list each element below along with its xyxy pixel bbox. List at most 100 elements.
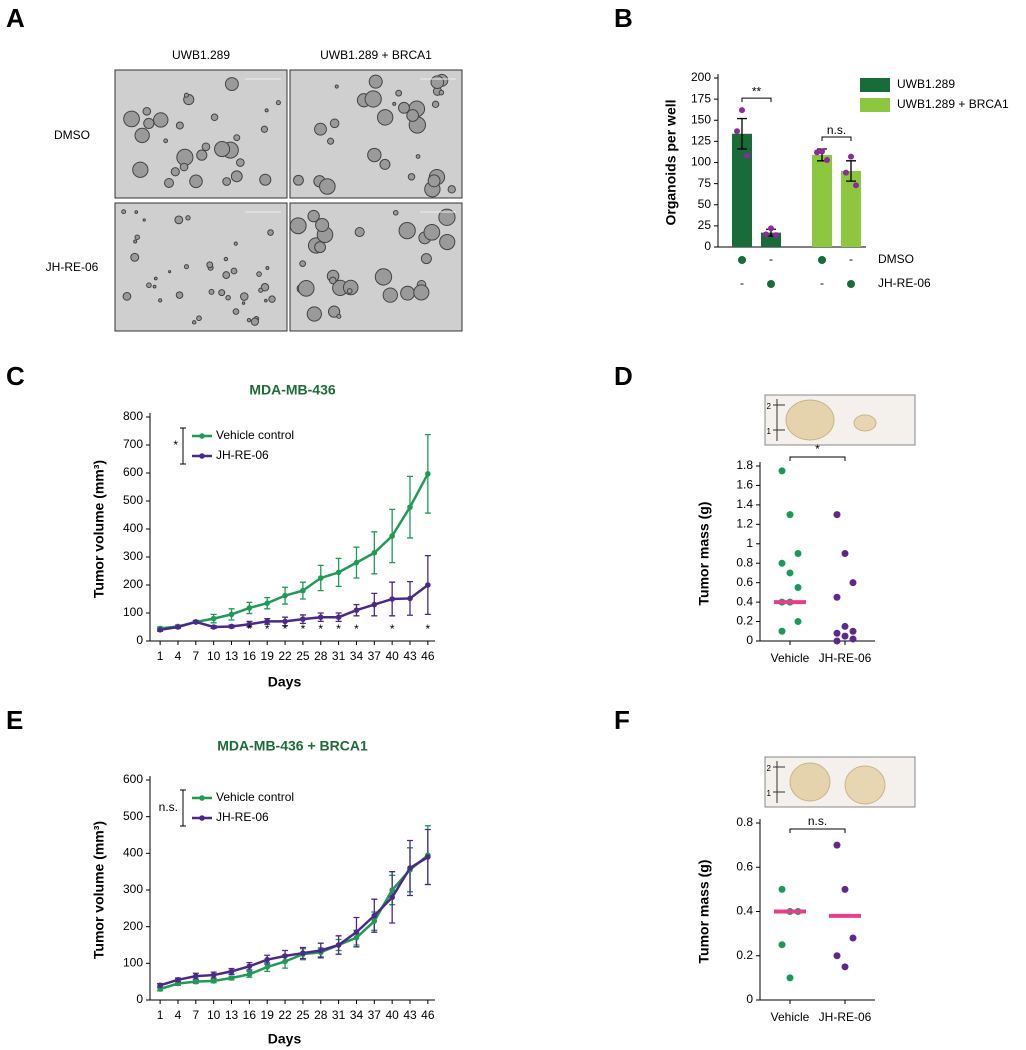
x-tick-label: 7 [192, 649, 199, 663]
row-label: JH-RE-06 [46, 260, 99, 274]
data-point [833, 952, 841, 960]
organoid [315, 217, 330, 233]
data-point [353, 559, 360, 566]
x-tick-label: 1 [157, 649, 164, 663]
data-point [848, 153, 854, 160]
data-point [317, 614, 324, 620]
data-point [794, 618, 802, 626]
y-tick-label: 0.2 [736, 614, 753, 628]
organoid [379, 158, 391, 170]
organoid [152, 284, 157, 289]
y-tick-label: 500 [123, 493, 143, 507]
y-tick-label: 300 [123, 882, 143, 896]
data-point [841, 622, 849, 630]
data-point [264, 956, 271, 963]
organoid [336, 313, 342, 319]
significance-label: * [426, 622, 431, 636]
x-tick-label: 19 [261, 649, 275, 663]
organoid [158, 298, 163, 303]
significance-label: * [390, 622, 395, 636]
organoid [236, 158, 245, 167]
y-tick-label: 1 [746, 536, 753, 550]
organoid [423, 223, 441, 241]
organoid [189, 174, 203, 189]
bar [841, 170, 861, 247]
treatment-dot [738, 256, 746, 264]
y-tick-label: 400 [123, 521, 143, 535]
organoid [354, 226, 365, 238]
x-tick-label: 22 [278, 1008, 292, 1022]
organoid [392, 209, 399, 216]
data-point [407, 595, 413, 602]
data-point [778, 559, 786, 567]
organoid [407, 173, 416, 181]
x-tick-label: 46 [421, 649, 435, 663]
x-tick-label: 13 [225, 1008, 239, 1022]
organoid [439, 233, 456, 251]
data-point [849, 635, 857, 643]
organoid [208, 288, 215, 295]
x-tick-label: JH-RE-06 [819, 651, 872, 665]
legend-marker [199, 815, 205, 821]
error-bar [737, 117, 747, 150]
data-point [371, 918, 378, 924]
legend-swatch [860, 98, 890, 112]
data-point [841, 885, 849, 893]
data-point [833, 629, 841, 637]
organoid [230, 170, 243, 183]
organoid [413, 284, 430, 301]
data-point [407, 865, 413, 871]
significance-label: * [354, 622, 359, 636]
legend-note: * [173, 438, 178, 452]
organoid [327, 137, 335, 145]
organoid [250, 317, 260, 326]
significance-bracket [789, 828, 846, 833]
data-point [786, 511, 794, 519]
data-point [353, 934, 360, 941]
ruler-label: 2 [767, 402, 772, 411]
data-point [786, 974, 794, 982]
significance-bracket [789, 456, 846, 461]
data-point [264, 618, 271, 625]
y-tick-label: 0.6 [736, 575, 753, 589]
x-tick-label: 40 [385, 1008, 399, 1022]
organoid [306, 306, 322, 322]
organoid [134, 210, 139, 214]
x-tick-label: 31 [332, 1008, 346, 1022]
y-tick-label: 1.6 [736, 478, 753, 492]
y-axis-label: Tumor volume (mm³) [91, 460, 107, 598]
organoid [334, 84, 339, 89]
significance-label: n.s. [808, 814, 827, 828]
data-point [794, 550, 802, 557]
column-label: UWB1.289 + BRCA1 [320, 48, 432, 62]
x-tick-label: 37 [368, 649, 382, 663]
data-point [246, 963, 253, 970]
y-tick-label: 0 [746, 633, 753, 647]
data-point [814, 149, 820, 156]
data-point [353, 929, 360, 935]
row-label: DMSO [54, 128, 90, 142]
significance-label: * [283, 622, 288, 636]
series-line [159, 473, 429, 630]
organoid [374, 268, 393, 286]
panel-label: D [614, 361, 633, 391]
legend-label: UWB1.289 + BRCA1 [897, 97, 1009, 111]
organoid [319, 178, 336, 195]
series-line [159, 584, 429, 632]
significance-label: * [265, 622, 270, 636]
data-point [282, 958, 288, 965]
series-line [159, 854, 429, 991]
organoid [225, 294, 231, 301]
organoid [260, 283, 270, 292]
organoid [364, 90, 382, 108]
data-point [389, 887, 395, 893]
data-point [371, 912, 378, 919]
organoid [183, 92, 190, 98]
x-tick-label: 10 [207, 649, 221, 663]
organoid [153, 112, 169, 128]
organoid [214, 141, 231, 158]
organoid [134, 234, 140, 240]
significance-label: * [301, 622, 306, 636]
data-point [246, 971, 253, 978]
organoid [153, 276, 158, 281]
